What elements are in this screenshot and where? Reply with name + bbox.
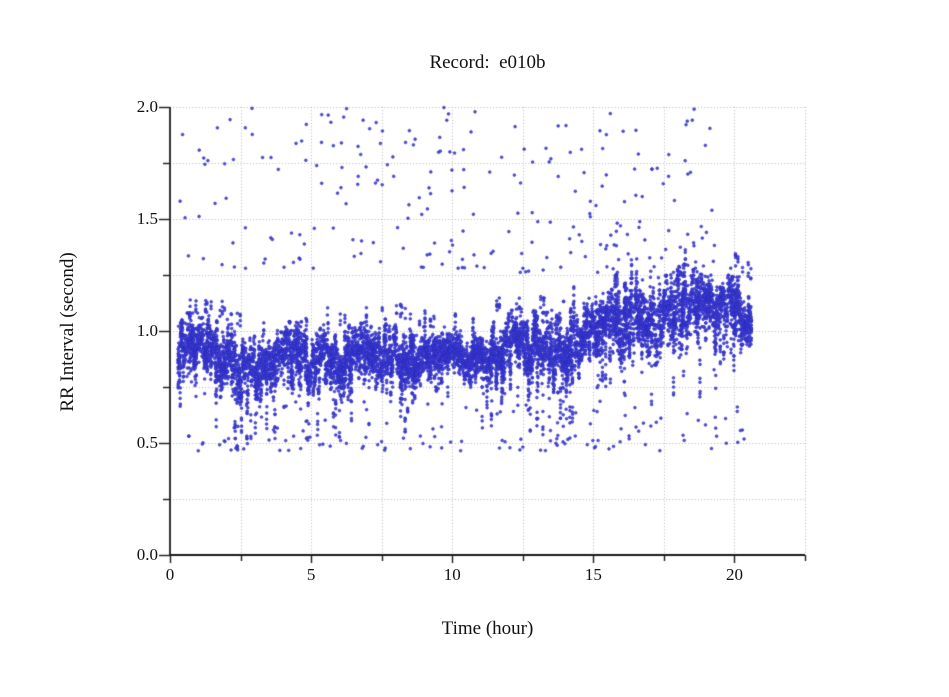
y-tick-label: 0.5 bbox=[136, 433, 158, 452]
x-tick-label: 20 bbox=[725, 565, 743, 584]
x-tick-label: 0 bbox=[165, 565, 175, 584]
y-tick-label: 1.5 bbox=[136, 209, 158, 228]
x-tick-label: 5 bbox=[306, 565, 316, 584]
y-tick-label: 2.0 bbox=[136, 97, 158, 116]
y-tick-label: 1.0 bbox=[136, 321, 158, 340]
y-tick-label: 0.0 bbox=[136, 545, 158, 564]
x-tick-label: 15 bbox=[584, 565, 602, 584]
x-tick-label: 10 bbox=[443, 565, 461, 584]
